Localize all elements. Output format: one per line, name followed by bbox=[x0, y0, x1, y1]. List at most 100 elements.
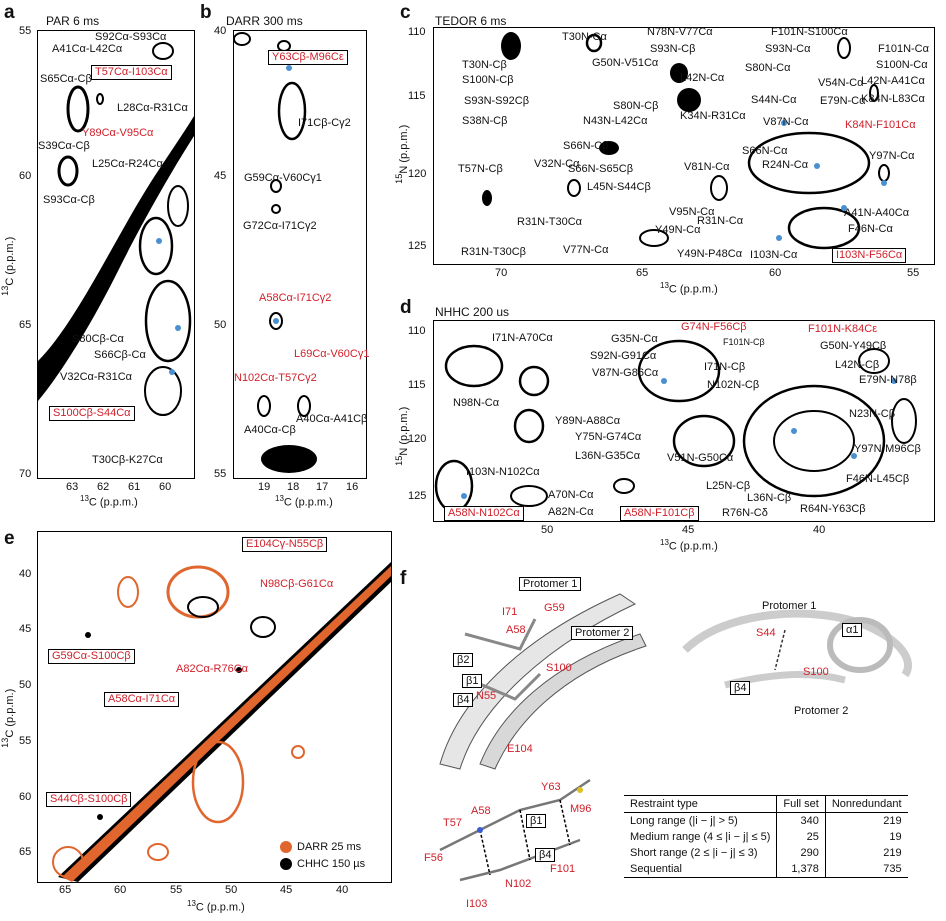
annotation-highlighted: G59Cα-S100Cβ bbox=[48, 649, 135, 664]
panel-b-ytick: 45 bbox=[214, 170, 227, 182]
annotation: A41N-A40Cα bbox=[844, 207, 910, 219]
panel-d-xlabel: 13C (p.p.m.) bbox=[660, 538, 718, 553]
panel-a-ylabel: 13C (p.p.m.) bbox=[0, 236, 16, 296]
struct-label: β1 bbox=[462, 674, 483, 688]
annotation: S100N-Cα bbox=[876, 59, 928, 71]
table-header-row: Restraint type Full set Nonredundant bbox=[624, 795, 908, 813]
panel-e-contours bbox=[52, 562, 391, 882]
table-row: Sequential 1,378 735 bbox=[624, 861, 908, 878]
panel-e-xtick: 40 bbox=[336, 884, 349, 896]
annotation: I71N-A70Cα bbox=[492, 332, 553, 344]
panel-a-ytick: 70 bbox=[19, 468, 32, 480]
table-cell: 1,378 bbox=[776, 861, 826, 878]
annotation: F46N-L45Cβ bbox=[846, 473, 910, 485]
annotation: N23N-Cβ bbox=[849, 408, 896, 420]
annotation: T57N-Cβ bbox=[458, 163, 503, 175]
panel-a-ytick: 60 bbox=[19, 170, 32, 182]
panel-c-title: TEDOR 6 ms bbox=[435, 14, 507, 28]
panel-e-xtick: 50 bbox=[225, 884, 238, 896]
annotation: G59Cα-V60Cγ1 bbox=[244, 172, 322, 184]
annotation: E79N-Cα bbox=[820, 95, 866, 107]
annotation: N98N-Cα bbox=[453, 397, 500, 409]
annotation: K84N-F101Cα bbox=[845, 119, 916, 131]
annotation: S38N-Cβ bbox=[462, 115, 508, 127]
annotation: N102Cα-T57Cγ2 bbox=[234, 372, 317, 384]
panel-b-ytick: 55 bbox=[214, 468, 227, 480]
struct-label: E104 bbox=[507, 743, 533, 755]
annotation: G50N-Y49Cβ bbox=[820, 340, 887, 352]
annotation: G35N-Cα bbox=[611, 333, 658, 345]
annotation: F46N-Cα bbox=[848, 223, 893, 235]
annotation: L25N-Cβ bbox=[706, 480, 751, 492]
panel-a-label: a bbox=[4, 2, 15, 23]
annotation: G50N-V51Cα bbox=[592, 57, 659, 69]
annotation: Y97N-M96Cβ bbox=[854, 443, 921, 455]
struct-label: β4 bbox=[453, 693, 474, 707]
table-header-cell: Nonredundant bbox=[824, 795, 908, 813]
annotation: S65Cα-Cβ bbox=[40, 73, 92, 85]
annotation: R24N-Cα bbox=[762, 159, 809, 171]
table-row: Medium range (4 ≤ |i − j| ≤ 5) 25 19 bbox=[624, 829, 908, 845]
annotation: L42N-A41Cα bbox=[861, 75, 925, 87]
panel-e-xtick: 65 bbox=[59, 884, 72, 896]
annotation: S93Cα-Cβ bbox=[43, 194, 95, 206]
panel-c-ytick: 125 bbox=[408, 240, 427, 252]
struct-label: N102 bbox=[505, 878, 532, 890]
struct-label: Protomer 2 bbox=[794, 705, 849, 717]
panel-a-xtick: 60 bbox=[159, 481, 172, 493]
annotation: Y97N-Cα bbox=[869, 150, 915, 162]
annotation: I103N-Cα bbox=[750, 249, 798, 261]
annotation: Y89N-A88Cα bbox=[555, 415, 621, 427]
panel-d-xtick: 50 bbox=[541, 524, 554, 536]
annotation: I71N-Cβ bbox=[704, 361, 746, 373]
annotation-highlighted: I103N-F56Cα bbox=[832, 248, 907, 263]
annotation: A70N-Cα bbox=[548, 489, 594, 501]
annotation: S92N-G91Cα bbox=[590, 350, 657, 362]
panel-c-xtick: 65 bbox=[636, 267, 649, 279]
annotation: I71Cβ-Cγ2 bbox=[298, 117, 351, 129]
table-cell: 735 bbox=[824, 861, 908, 878]
annotation: T30N-Cβ bbox=[462, 59, 507, 71]
annotation: S80N-Cα bbox=[745, 62, 791, 74]
protomer-ribbon-structure-left bbox=[439, 593, 647, 770]
panel-d-spectrum bbox=[433, 320, 935, 522]
panel-d-ytick: 115 bbox=[408, 379, 426, 391]
annotation: S93N-S92Cβ bbox=[464, 95, 530, 107]
annotation: F101N-Cβ bbox=[723, 337, 765, 347]
struct-label: I103 bbox=[466, 898, 488, 910]
annotation: I103N-N102Cα bbox=[466, 466, 540, 478]
annotation: V51N-G50Cα bbox=[667, 452, 734, 464]
panel-a-ytick: 65 bbox=[19, 319, 32, 331]
annotation: Y49N-Cα bbox=[655, 224, 701, 236]
annotation: V87N-Cα bbox=[763, 116, 809, 128]
table-cell: 19 bbox=[824, 829, 908, 845]
struct-label: Protomer 1 bbox=[762, 600, 817, 612]
annotation: S93N-Cα bbox=[765, 43, 811, 55]
legend-item-chhc: CHHC 150 µs bbox=[280, 858, 365, 870]
annotation: L36N-Cβ bbox=[747, 492, 792, 504]
annotation: R64N-Y63Cβ bbox=[800, 503, 866, 515]
annotation: K34N-R31Cα bbox=[680, 110, 746, 122]
annotation: V81N-Cα bbox=[684, 161, 730, 173]
annotation: K84N-L83Cα bbox=[861, 93, 925, 105]
annotation-highlighted: S100Cβ-S44Cα bbox=[49, 406, 135, 421]
struct-label: F101 bbox=[550, 863, 576, 875]
struct-label: F56 bbox=[424, 852, 443, 864]
panel-a-xtick: 61 bbox=[128, 481, 141, 493]
table-row: Short range (2 ≤ |i − j| ≤ 3) 290 219 bbox=[624, 845, 908, 861]
annotation: N43N-L42Cα bbox=[583, 115, 648, 127]
panel-e-xlabel: 13C (p.p.m.) bbox=[187, 899, 245, 914]
panel-b-xtick: 16 bbox=[346, 481, 359, 493]
annotation: A82N-Cα bbox=[548, 506, 594, 518]
annotation: N98Cβ-G61Cα bbox=[260, 578, 334, 590]
struct-label: S44 bbox=[756, 627, 776, 639]
annotation: F101N-Cα bbox=[878, 43, 929, 55]
panel-b-spectrum bbox=[233, 30, 367, 479]
panel-b-xtick: 19 bbox=[258, 481, 271, 493]
panel-d-ytick: 125 bbox=[408, 490, 427, 502]
panel-a-xtick: 62 bbox=[97, 481, 110, 493]
annotation: S92Cα-S93Cα bbox=[95, 31, 167, 43]
panel-b-contours bbox=[234, 32, 317, 473]
panel-e-ytick: 65 bbox=[19, 846, 32, 858]
legend-item-darr: DARR 25 ms bbox=[280, 841, 361, 853]
